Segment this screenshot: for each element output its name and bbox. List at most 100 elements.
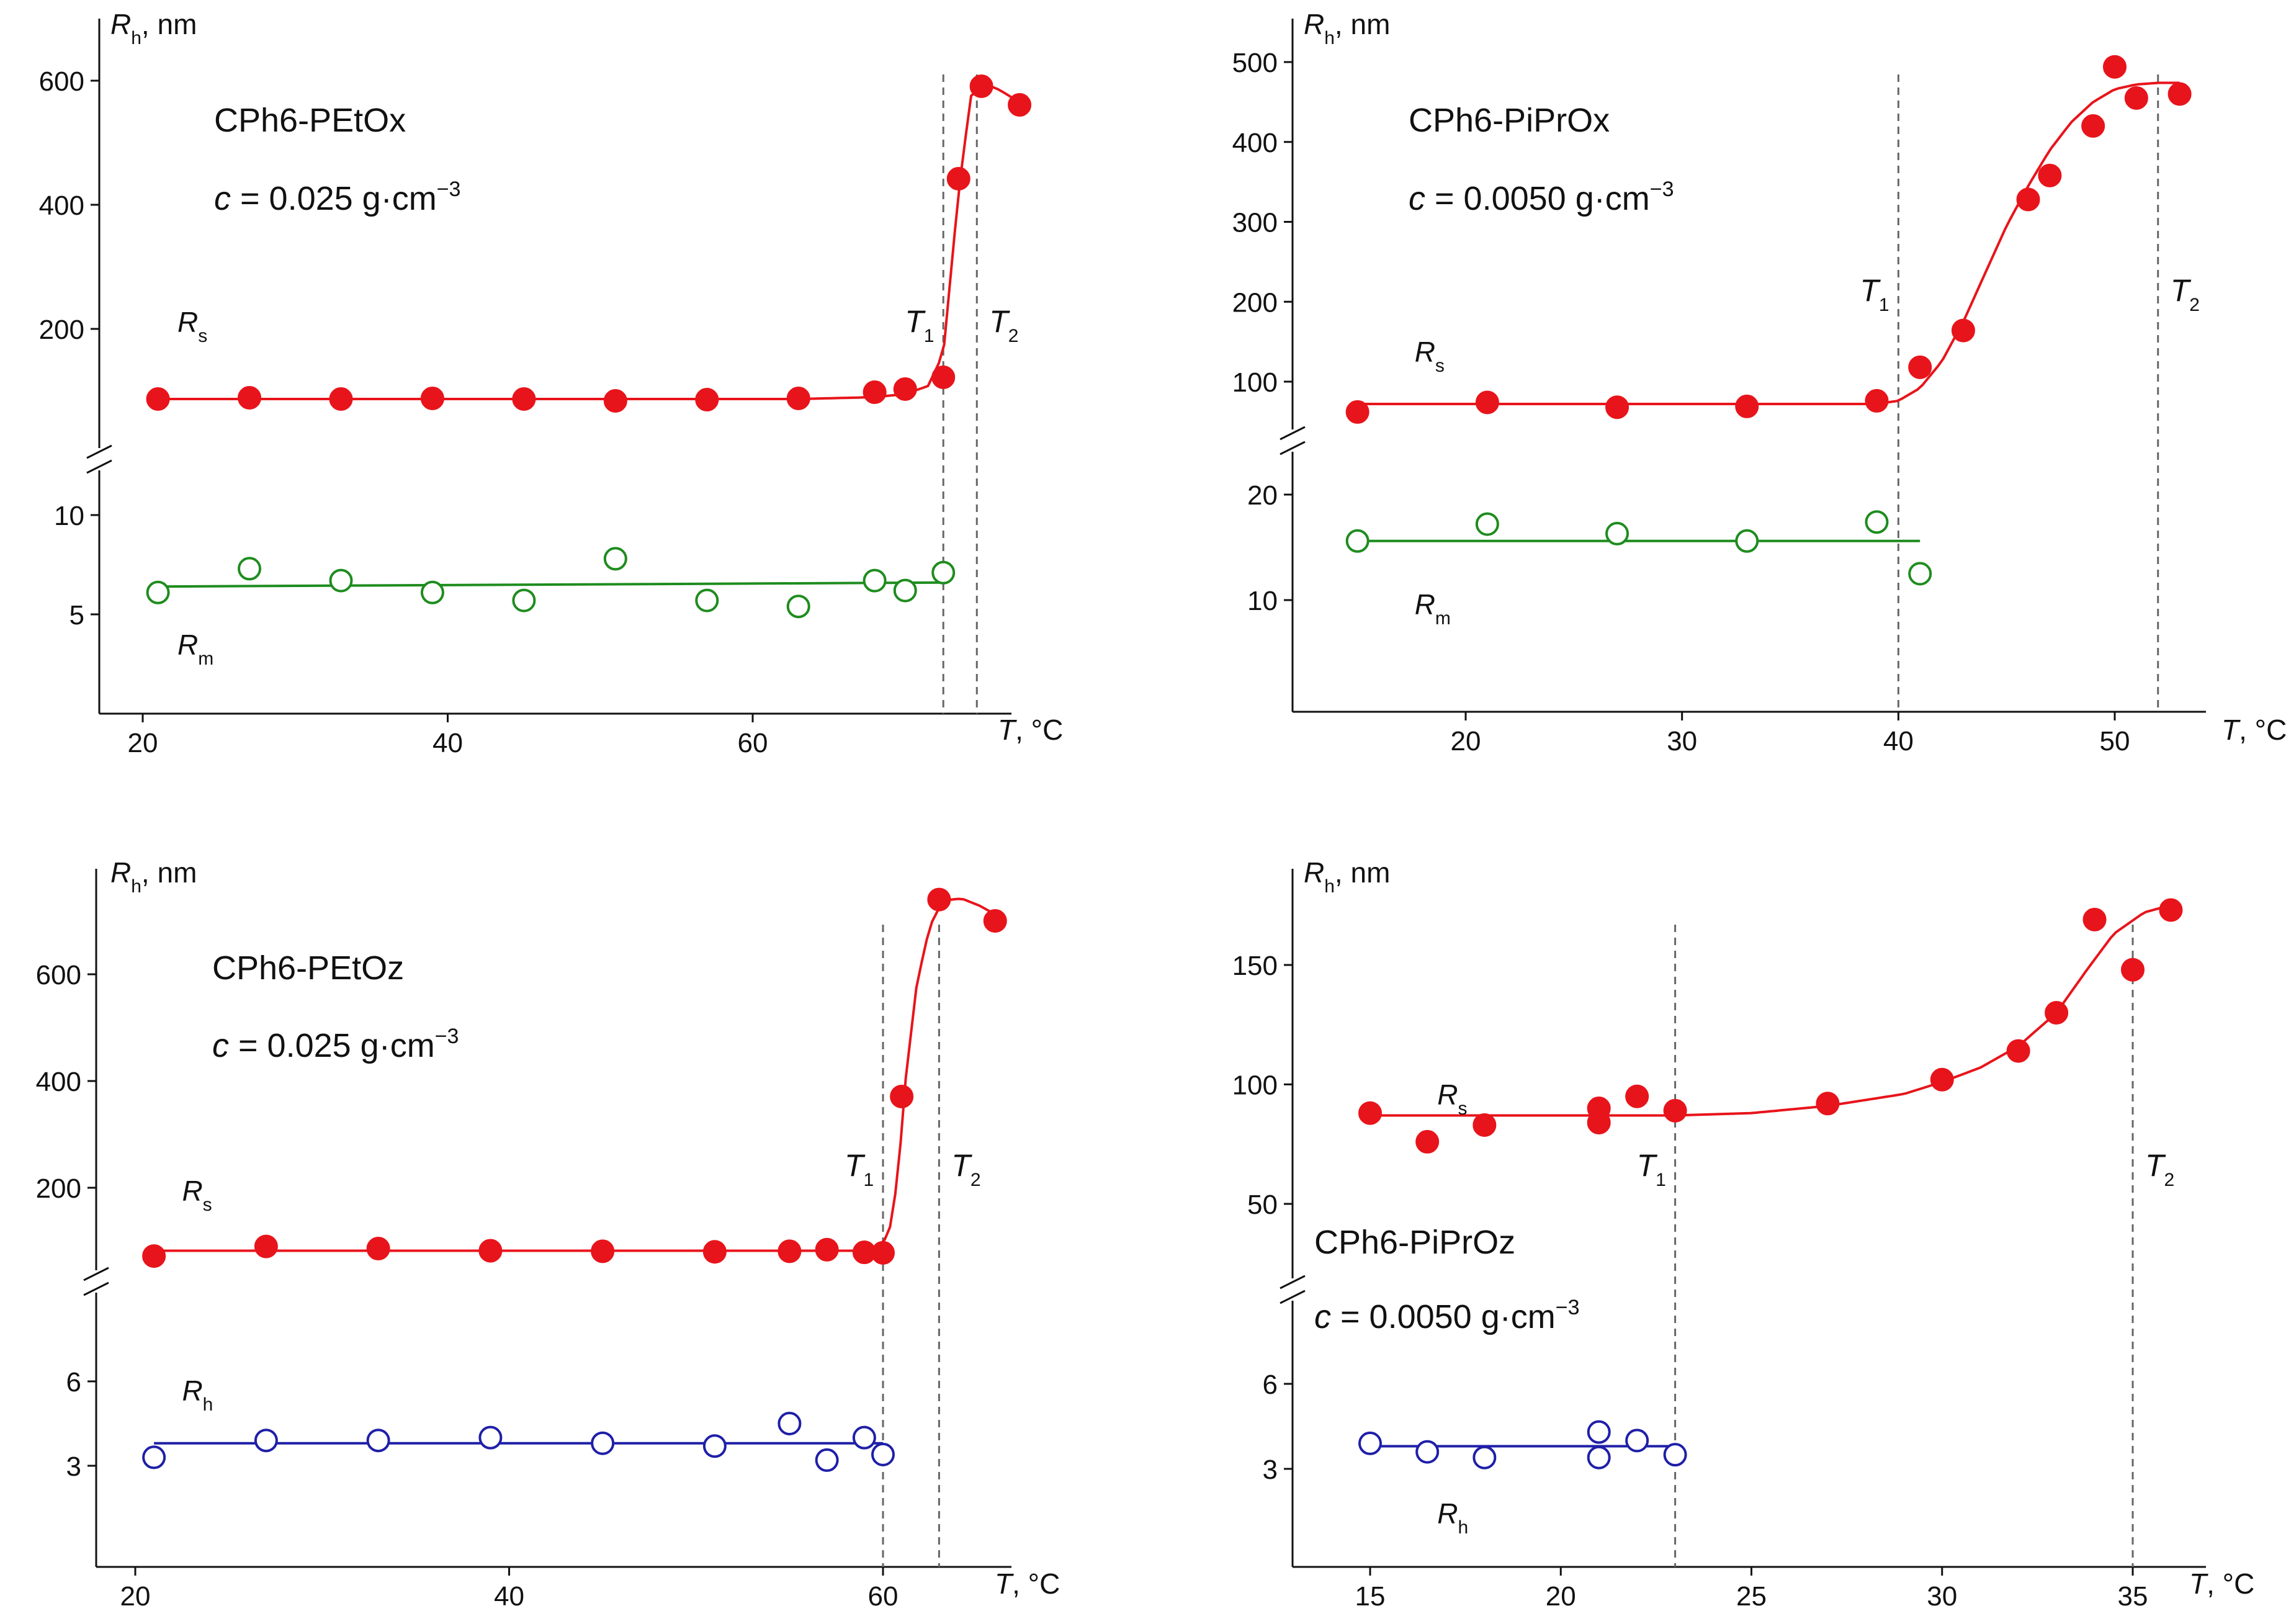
data-point-rm <box>1475 512 1499 536</box>
data-point-rs <box>2081 114 2105 138</box>
y-tick-label: 300 <box>1232 208 1278 238</box>
polymer-title: CPh6-PiPrOx <box>1409 102 1610 139</box>
data-point-rs <box>778 1239 802 1263</box>
data-point-rm <box>1605 521 1629 545</box>
series-label-rh: Rh <box>1437 1497 1468 1538</box>
transition-label-1: T1 <box>905 304 934 346</box>
data-point-rs <box>1951 318 1975 343</box>
x-tick-label: 20 <box>1451 726 1481 756</box>
y-tick-label: 6 <box>66 1367 81 1397</box>
x-axis-title: T, °C <box>2221 714 2286 746</box>
series-label-rs: Rs <box>1437 1079 1467 1119</box>
data-point-rh <box>1625 1429 1649 1453</box>
data-point-rs <box>238 386 262 410</box>
data-point-rs <box>893 377 917 401</box>
concentration-label: c = 0.0050 g·cm−3 <box>1314 1296 1579 1335</box>
y-tick-label: 200 <box>39 315 84 345</box>
y-tick-label: 6 <box>1263 1370 1278 1400</box>
data-point-rh <box>142 1445 166 1469</box>
data-point-rm <box>420 580 444 604</box>
y-tick-label: 100 <box>1232 1070 1278 1101</box>
data-point-rs <box>366 1237 390 1261</box>
y-axis-title: Rh, nm <box>1304 856 1390 897</box>
y-tick-label: 20 <box>1247 480 1278 511</box>
panel-cph6-piprox: 20 30 40 50 100 200 300 400 500 10 20 Rs Rm T1 T2 CPh6-… <box>1232 8 2286 756</box>
concentration-label: c = 0.0050 g·cm−3 <box>1409 177 1674 217</box>
panel-cph6-petox: 20 40 60 200 400 600 5 10 Rs Rm T1 T2 CPh6-PEtOx c = … <box>39 8 1064 758</box>
data-point-rm <box>1345 529 1369 553</box>
y-tick-label: 600 <box>39 66 84 97</box>
data-point-rs <box>1908 355 1932 379</box>
x-tick-label: 20 <box>1546 1581 1576 1612</box>
x-axis-title: T, °C <box>998 714 1063 746</box>
data-point-rs <box>1865 388 1889 413</box>
x-tick-label: 20 <box>120 1581 151 1612</box>
axis-break-icon <box>83 1267 110 1296</box>
data-point-rh <box>778 1412 802 1435</box>
data-point-rh <box>1587 1445 1611 1469</box>
data-point-rs <box>1358 1101 1382 1125</box>
data-point-rs <box>1345 400 1369 424</box>
y-tick-label: 200 <box>36 1173 81 1204</box>
data-point-rs <box>871 1240 895 1265</box>
data-point-rm <box>1865 510 1889 534</box>
data-point-rh <box>702 1434 727 1458</box>
data-point-rh <box>478 1425 503 1450</box>
data-point-rs <box>512 387 536 411</box>
transition-label-1: T1 <box>845 1148 874 1190</box>
x-tick-label: 50 <box>2100 726 2130 756</box>
data-point-rh <box>1472 1445 1497 1469</box>
data-point-rs <box>1625 1084 1649 1108</box>
data-point-rs <box>702 1240 727 1264</box>
y-axis-title: Rh, nm <box>110 856 197 897</box>
data-point-rm <box>695 588 719 612</box>
data-point-rm <box>931 560 956 585</box>
data-point-rs <box>2006 1039 2030 1063</box>
x-tick-label: 35 <box>2118 1581 2148 1612</box>
data-point-rs <box>2082 907 2107 931</box>
data-point-rs <box>603 389 627 413</box>
axis-break-icon <box>1279 1275 1306 1304</box>
series-label-rs: Rs <box>1415 336 1445 376</box>
polymer-title: CPh6-PiPrOz <box>1314 1224 1515 1261</box>
data-point-rs <box>2167 82 2192 106</box>
data-point-rs <box>815 1237 839 1262</box>
x-tick-label: 40 <box>494 1581 524 1612</box>
panel-cph6-petoz: 20 40 60 200 400 600 3 6 Rs Rh T1 T2 CPh6-PEtOz c = 0… <box>36 856 1060 1612</box>
data-point-rh <box>1358 1431 1382 1455</box>
data-point-rs <box>786 387 810 410</box>
data-point-rm <box>238 557 262 581</box>
data-point-rs <box>2038 163 2062 187</box>
data-point-rs <box>927 887 951 912</box>
x-tick-label: 40 <box>433 728 463 758</box>
transition-label-1: T1 <box>1637 1148 1666 1190</box>
x-tick-label: 20 <box>128 728 158 758</box>
data-point-rs <box>931 366 956 389</box>
data-point-rs <box>863 380 887 404</box>
y-tick-label: 3 <box>66 1451 81 1482</box>
data-point-rs <box>2159 898 2183 922</box>
y-axis-title: Rh, nm <box>110 8 197 48</box>
fit-line-rm <box>158 581 944 588</box>
panel-cph6-piproz: 15 20 25 30 35 50 100 150 3 6 Rs Rh T1 T2 CPh6-PiPrOz c… <box>1232 856 2255 1612</box>
y-tick-label: 10 <box>1247 586 1278 616</box>
x-tick-label: 30 <box>1667 726 1697 756</box>
x-tick-label: 40 <box>1883 726 1914 756</box>
data-point-rs <box>2121 958 2145 982</box>
data-point-rh <box>871 1442 895 1466</box>
series-label-rm: Rm <box>177 629 213 669</box>
y-axis-title: Rh, nm <box>1304 8 1390 48</box>
data-point-rs <box>329 387 353 411</box>
data-point-rh <box>254 1429 278 1453</box>
data-point-rm <box>786 594 810 619</box>
data-point-rh <box>366 1429 390 1453</box>
y-tick-label: 500 <box>1232 48 1278 78</box>
data-point-rm <box>512 588 536 612</box>
data-point-rs <box>2016 187 2040 212</box>
x-tick-label: 30 <box>1927 1581 1957 1612</box>
data-point-rs <box>2045 1001 2069 1025</box>
y-tick-label: 50 <box>1247 1190 1278 1220</box>
y-tick-label: 100 <box>1232 367 1278 398</box>
y-tick-label: 600 <box>36 960 81 990</box>
